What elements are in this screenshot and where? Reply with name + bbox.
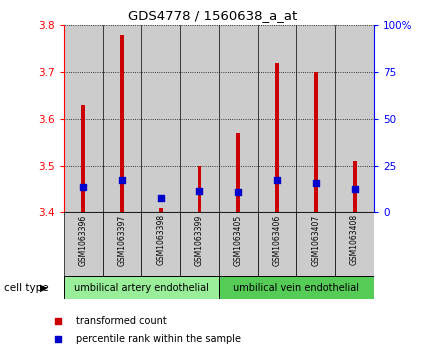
- Bar: [258, 212, 296, 276]
- Point: [274, 177, 280, 183]
- Text: GSM1063398: GSM1063398: [156, 214, 165, 265]
- Bar: [258, 25, 296, 212]
- Bar: [180, 212, 219, 276]
- Text: umbilical vein endothelial: umbilical vein endothelial: [233, 283, 360, 293]
- Text: GSM1063406: GSM1063406: [272, 214, 281, 265]
- Bar: [219, 25, 258, 212]
- Point: [240, 80, 247, 86]
- Bar: [314, 72, 318, 212]
- Text: GSM1063396: GSM1063396: [79, 214, 88, 265]
- Text: GSM1063407: GSM1063407: [312, 214, 320, 265]
- Bar: [275, 63, 279, 212]
- Bar: [198, 166, 201, 212]
- Bar: [81, 105, 85, 212]
- Bar: [64, 212, 102, 276]
- Point: [80, 184, 87, 189]
- Bar: [296, 212, 335, 276]
- Bar: [219, 276, 374, 299]
- Point: [196, 188, 203, 194]
- Bar: [353, 161, 357, 212]
- Bar: [102, 212, 141, 276]
- Bar: [141, 212, 180, 276]
- Text: percentile rank within the sample: percentile rank within the sample: [76, 334, 241, 344]
- Bar: [120, 35, 124, 212]
- Text: GDS4778 / 1560638_a_at: GDS4778 / 1560638_a_at: [128, 9, 297, 22]
- Text: transformed count: transformed count: [76, 316, 167, 326]
- Bar: [335, 212, 374, 276]
- Bar: [64, 276, 219, 299]
- Point: [240, 245, 247, 251]
- Bar: [335, 25, 374, 212]
- Text: GSM1063405: GSM1063405: [234, 214, 243, 265]
- Text: cell type: cell type: [4, 283, 49, 293]
- Bar: [159, 208, 163, 212]
- Bar: [141, 25, 180, 212]
- Bar: [236, 133, 240, 212]
- Point: [351, 186, 358, 192]
- Point: [157, 195, 164, 201]
- Bar: [219, 212, 258, 276]
- Point: [235, 189, 242, 195]
- Text: ▶: ▶: [40, 283, 47, 293]
- Point: [312, 180, 319, 186]
- Text: GSM1063397: GSM1063397: [117, 214, 126, 265]
- Text: umbilical artery endothelial: umbilical artery endothelial: [74, 283, 209, 293]
- Text: GSM1063408: GSM1063408: [350, 214, 359, 265]
- Bar: [102, 25, 141, 212]
- Point: [119, 177, 125, 183]
- Bar: [180, 25, 219, 212]
- Text: GSM1063399: GSM1063399: [195, 214, 204, 265]
- Bar: [64, 25, 102, 212]
- Bar: [296, 25, 335, 212]
